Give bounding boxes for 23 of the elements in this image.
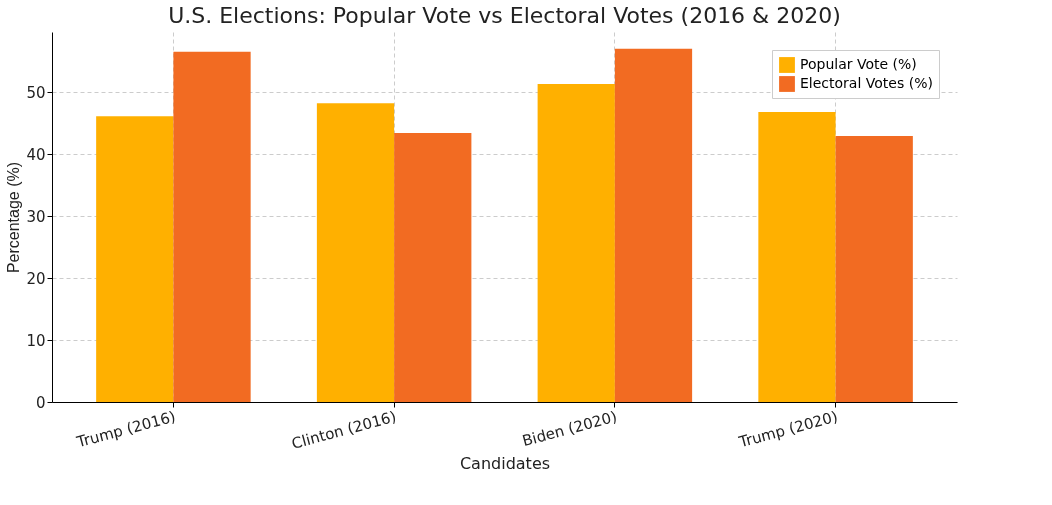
bar: [96, 116, 174, 402]
bar: [173, 51, 251, 402]
bar: [758, 111, 836, 402]
y-tick-label: 0: [35, 393, 46, 412]
y-tick-label: 30: [26, 207, 46, 226]
x-tick-label: Trump (2020): [736, 407, 840, 452]
y-tick-label: 50: [26, 83, 46, 102]
y-tick-label: 20: [26, 269, 46, 288]
x-tick-label: Biden (2020): [520, 407, 620, 451]
x-tick-label: Clinton (2016): [289, 407, 399, 453]
bar: [394, 133, 472, 402]
y-axis-title: Percentage (%): [5, 161, 23, 274]
bar: [614, 48, 693, 402]
y-tick-label: 40: [26, 145, 46, 164]
legend-label: Popular Vote (%): [800, 56, 917, 72]
x-tick-label: Trump (2016): [73, 407, 178, 452]
chart-title: U.S. Elections: Popular Vote vs Electoral Votes (2016 & 2020): [168, 3, 841, 28]
x-axis-title: Candidates: [459, 453, 551, 473]
bar: [537, 84, 615, 402]
bar: [835, 136, 913, 402]
y-tick-label: 10: [26, 331, 46, 350]
legend-label: Electoral Votes (%): [800, 75, 933, 91]
bar: [316, 103, 395, 402]
